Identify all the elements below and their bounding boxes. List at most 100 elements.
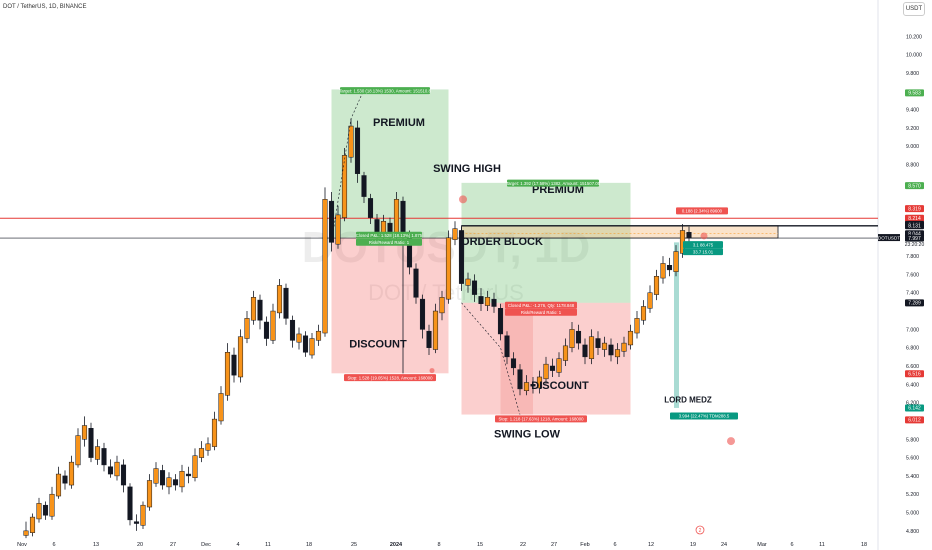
candle-body [653, 276, 660, 295]
y-tick-label: 6.400 [906, 382, 919, 388]
mid-tag-1-text: 3.1 88.475 [693, 242, 714, 247]
candle-body [582, 344, 588, 358]
x-tick-label: 27 [551, 542, 557, 548]
price-tag-text: 8.319 [908, 206, 921, 212]
price-tag-text: 8.131 [908, 224, 921, 230]
x-tick-label: 11 [819, 542, 825, 548]
candle-body [686, 232, 692, 239]
candle-body [133, 521, 140, 524]
y-tick-label: 6.600 [906, 364, 919, 370]
candle-body [107, 466, 114, 475]
premium-zone-1 [331, 89, 449, 238]
candle-body [263, 321, 270, 339]
candle-body [224, 352, 231, 396]
candle-body [413, 268, 419, 298]
stop-tag-1 [344, 374, 436, 382]
label-discount-1: DISCOUNT [349, 339, 407, 351]
candle-body [198, 448, 205, 458]
closed-tag-2b [505, 308, 577, 316]
candle-body [562, 345, 569, 361]
candle-body [211, 418, 218, 447]
candle-body [328, 200, 335, 243]
y-tick-label: 7.000 [906, 327, 919, 333]
bottom-event-marker [695, 525, 705, 535]
price-tag [905, 89, 924, 97]
candle-body [640, 306, 647, 321]
marker-dot [700, 232, 708, 240]
candle-body [439, 297, 445, 314]
candle-body [81, 425, 88, 440]
projection-bar [674, 242, 679, 408]
price-tag [905, 404, 924, 412]
label-premium-1: PREMIUM [373, 117, 425, 129]
y-tick-label: 9.000 [906, 144, 919, 150]
candle-body [179, 471, 185, 488]
candle-body [614, 349, 621, 358]
candle-body [42, 504, 49, 516]
y-tick-label: 5.400 [906, 474, 919, 480]
closed-tag-2b-text: Risk/Reward Ratio: 1 [521, 310, 562, 315]
candle-body [153, 468, 159, 484]
price-tag-text: 8.044 [908, 232, 921, 238]
candle-body [426, 330, 432, 348]
candle-body [120, 464, 127, 486]
candle-body [601, 342, 608, 350]
premium-zone-2 [461, 182, 631, 303]
price-tag-text: 7.997 [908, 236, 921, 242]
candle-body [432, 310, 439, 350]
candle-body [231, 354, 237, 376]
x-tick-label: 19 [690, 542, 696, 548]
y-tick-label: 5.600 [906, 456, 919, 462]
swing-high-marker [459, 195, 467, 204]
candle-body [354, 127, 361, 174]
candle-body [627, 330, 634, 346]
x-tick-label: 13 [93, 542, 99, 548]
candle-body [510, 358, 517, 369]
currency-button[interactable]: USDT [903, 2, 925, 16]
candle-body [29, 516, 36, 533]
candle-body [549, 365, 556, 371]
price-tag-text: 6.516 [908, 371, 921, 377]
last-price-symbol: DOTUSDT [878, 236, 900, 241]
candle-body [595, 338, 601, 348]
label-author: LORD MEDZ [664, 396, 712, 405]
candle-body [497, 308, 504, 335]
price-tag-text: 8.570 [908, 183, 921, 189]
candle-body [68, 461, 75, 486]
x-tick-label: 20 [137, 542, 143, 548]
candle-body [588, 336, 595, 359]
x-tick-label: 25 [351, 542, 357, 548]
price-tag-text: 6.142 [908, 406, 921, 412]
candle-body [536, 376, 543, 389]
candle-body [458, 230, 465, 284]
candle-body [341, 155, 348, 218]
candle-body [465, 278, 471, 286]
candle-body [289, 319, 296, 341]
x-tick-label: 6 [52, 542, 55, 548]
last-price-countdown: 23:20:20 [905, 242, 925, 248]
y-tick-label: 9.800 [906, 71, 919, 77]
x-tick-label: 15 [477, 542, 483, 548]
target-tag-1 [340, 87, 430, 95]
green-pnl-tag-text: 3.994 (22.47%) TDM288.5 [679, 414, 730, 419]
candle-body [543, 363, 549, 380]
candle-body [309, 338, 315, 356]
label-premium-2: PREMIUM [532, 184, 584, 196]
y-tick-label: 5.800 [906, 437, 919, 443]
candle-body [270, 310, 276, 341]
candle-body [569, 329, 575, 348]
candle-body [484, 297, 491, 306]
marker-dot [429, 368, 435, 374]
candle-body [666, 265, 673, 271]
candle-body [517, 369, 523, 390]
y-tick-label: 7.800 [906, 254, 919, 260]
x-tick-label: 4 [236, 542, 239, 548]
candle-body [205, 443, 211, 451]
price-tag-text: 6.012 [908, 418, 921, 424]
candle-body [302, 335, 309, 353]
x-tick-label: 6 [790, 542, 793, 548]
bottom-event-marker-text: 2 [699, 528, 702, 534]
candle-body [445, 237, 452, 300]
candle-body [36, 503, 42, 520]
